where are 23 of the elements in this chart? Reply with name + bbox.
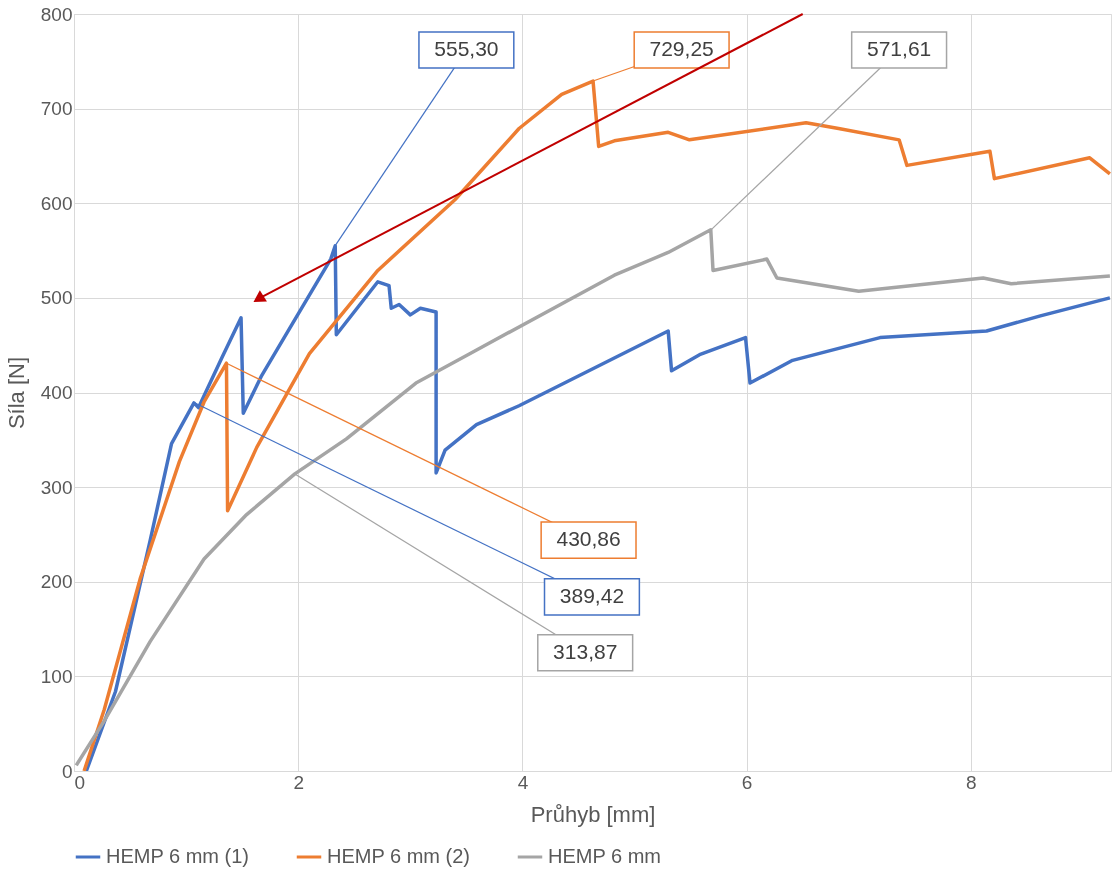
y-tick-label: 500 [40,287,73,309]
x-tick-label: 4 [517,771,529,793]
y-tick-label: 400 [40,382,73,403]
annotation: 729,25 [649,36,714,60]
legend-label: HEMP 6 mm (1) [106,845,249,867]
y-axis-title: Síla [N] [3,356,29,430]
x-tick-label: 8 [966,771,977,793]
legend-label: HEMP 6 mm [548,845,661,867]
annotation: 313,87 [553,639,618,663]
x-axis-title: Průhyb [mm] [530,801,656,827]
annotation: 430,86 [556,527,621,551]
y-tick-label: 100 [40,665,73,687]
y-tick-label: 300 [40,476,73,498]
annotation: 555,30 [434,36,499,60]
y-tick-label: 200 [40,571,73,593]
x-tick-label: 6 [741,771,753,793]
x-tick-label: 2 [293,771,305,793]
y-tick-label: 700 [40,98,73,120]
annotation: 571,61 [867,36,932,60]
y-tick-label: 800 [40,3,73,25]
annotation: 389,42 [559,583,625,607]
y-tick-label: 600 [40,192,73,214]
legend-label: HEMP 6 mm (2) [327,845,470,867]
